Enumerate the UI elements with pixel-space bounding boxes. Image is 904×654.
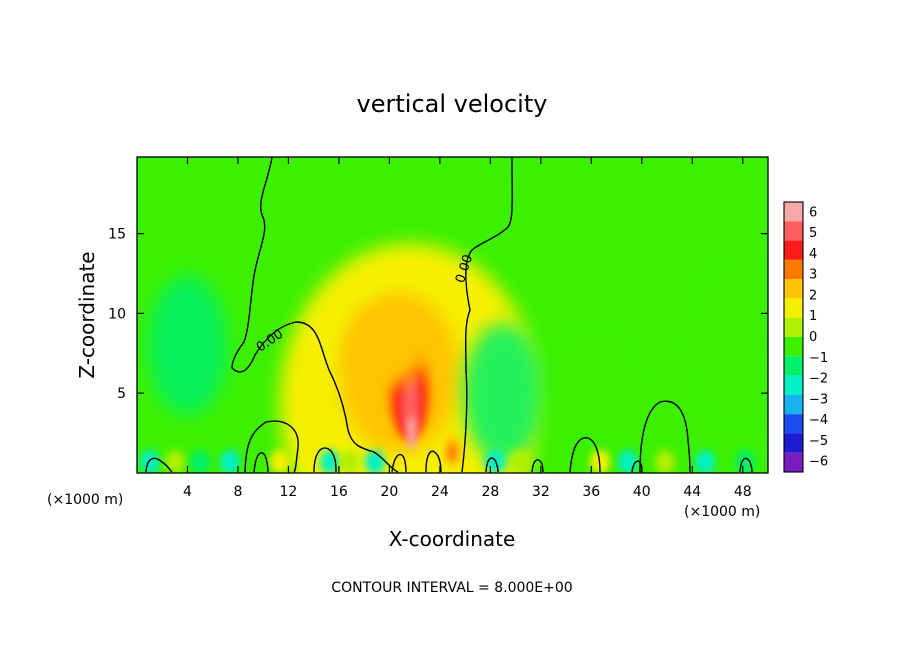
downdraft-6 [702, 275, 768, 416]
zero-contour-left [231, 157, 399, 473]
colorbar-label-12: −6 [809, 455, 828, 470]
zero-contour-blob-2 [639, 400, 691, 473]
zero-contour-small-5 [485, 457, 499, 473]
y-tick-label-0: 5 [117, 386, 126, 402]
x-tick-label-10: 44 [683, 484, 701, 500]
colorbar-swatch-5 [784, 298, 803, 318]
surface-cell-12 [655, 450, 675, 473]
colorbar: 6 5 4 3 2 1 0 −1 −2 −3 −4 −5 −6 [783, 201, 828, 473]
colorbar-swatch-11 [784, 414, 803, 434]
colorbar-label-4: 2 [809, 288, 817, 303]
x-tick-label-3: 16 [330, 484, 348, 500]
colorbar-label-3: 3 [809, 268, 817, 283]
zero-contour-small-4 [425, 450, 442, 473]
colorbar-swatch-9 [784, 375, 803, 395]
zero-contour-blob-1 [244, 420, 299, 473]
x-tick-label-1: 8 [233, 484, 242, 500]
colorbar-swatch-10 [784, 394, 803, 415]
surface-cell-7 [365, 450, 385, 473]
downdraft-4 [462, 323, 543, 464]
surface-cell-13 [695, 450, 715, 473]
colorbar-swatch-13 [784, 452, 803, 472]
colorbar-swatch-3 [784, 259, 803, 280]
colorbar-swatch-8 [784, 356, 803, 376]
x-unit-left: (×1000 m) [47, 492, 123, 508]
surface-cell-3 [220, 450, 240, 473]
colorbar-label-8: −2 [809, 372, 828, 387]
downdraft-3 [147, 275, 228, 416]
colorbar-label-2: 4 [809, 247, 817, 262]
surface-cell-6 [340, 450, 360, 473]
contour-interval-note: CONTOUR INTERVAL = 8.000E+00 [331, 580, 572, 596]
plot-frame [136, 156, 769, 474]
secondary-updraft-core [447, 443, 458, 462]
colorbar-label-9: −3 [809, 392, 828, 407]
updraft-upper-core [349, 305, 430, 386]
x-tick-label-7: 32 [532, 484, 550, 500]
colorbar-swatch-1 [784, 221, 803, 241]
colorbar-swatch-6 [784, 317, 803, 337]
colorbar-label-11: −5 [809, 434, 828, 449]
colorbar-swatch-2 [784, 240, 803, 260]
zero-contour-small-6 [531, 459, 544, 473]
x-unit-right: (×1000 m) [684, 504, 760, 520]
surface-cell-2 [190, 450, 210, 473]
colorbar-swatch-0 [784, 202, 803, 222]
y-axis-ticks: 5 10 15 [108, 227, 768, 402]
x-tick-label-2: 12 [280, 484, 298, 500]
zero-contour-small-1 [145, 457, 173, 473]
surface-cell-1 [165, 450, 185, 473]
colorbar-swatch-4 [784, 279, 803, 299]
zero-contour-small-9 [739, 457, 753, 473]
zero-contour-right [461, 157, 513, 473]
zero-contour-small-7 [569, 437, 601, 473]
colorbar-swatch-7 [784, 337, 803, 357]
colorbar-label-10: −4 [809, 413, 828, 428]
x-tick-label-11: 48 [734, 484, 752, 500]
y-axis-label: Z-coordinate [75, 251, 99, 378]
colorbar-label-7: −1 [809, 351, 828, 366]
downdraft-5 [551, 339, 632, 473]
colorbar-swatch-12 [784, 433, 803, 453]
y-tick-label-1: 10 [108, 306, 126, 322]
colorbar-label-6: 0 [809, 330, 817, 345]
colorbar-label-0: 6 [809, 205, 817, 220]
x-tick-label-6: 28 [481, 484, 499, 500]
surface-cell-5 [320, 450, 340, 473]
x-tick-label-4: 20 [380, 484, 398, 500]
x-axis-label: X-coordinate [389, 527, 516, 551]
colorbar-label-1: 5 [809, 226, 817, 241]
zero-contour-small-3 [391, 453, 407, 473]
updraft-peak [406, 415, 417, 452]
surface-cell-0 [140, 450, 160, 473]
x-tick-label-9: 40 [633, 484, 651, 500]
zero-contour-small-10 [253, 452, 269, 473]
surface-cell-9 [510, 450, 530, 473]
updraft-band-5 [401, 375, 420, 436]
colorbar-frame [783, 201, 804, 473]
x-tick-label-5: 24 [431, 484, 449, 500]
y-tick-label-2: 15 [108, 227, 126, 243]
chart-title: vertical velocity [357, 90, 548, 118]
colorbar-label-5: 1 [809, 309, 817, 324]
x-axis-ticks: 4 8 12 16 20 24 28 32 36 40 44 48 [183, 157, 752, 500]
surface-cell-4 [270, 450, 290, 473]
zero-contour-small-2 [313, 447, 337, 473]
zero-contours [145, 157, 753, 473]
x-tick-label-0: 4 [183, 484, 192, 500]
x-tick-label-8: 36 [582, 484, 600, 500]
